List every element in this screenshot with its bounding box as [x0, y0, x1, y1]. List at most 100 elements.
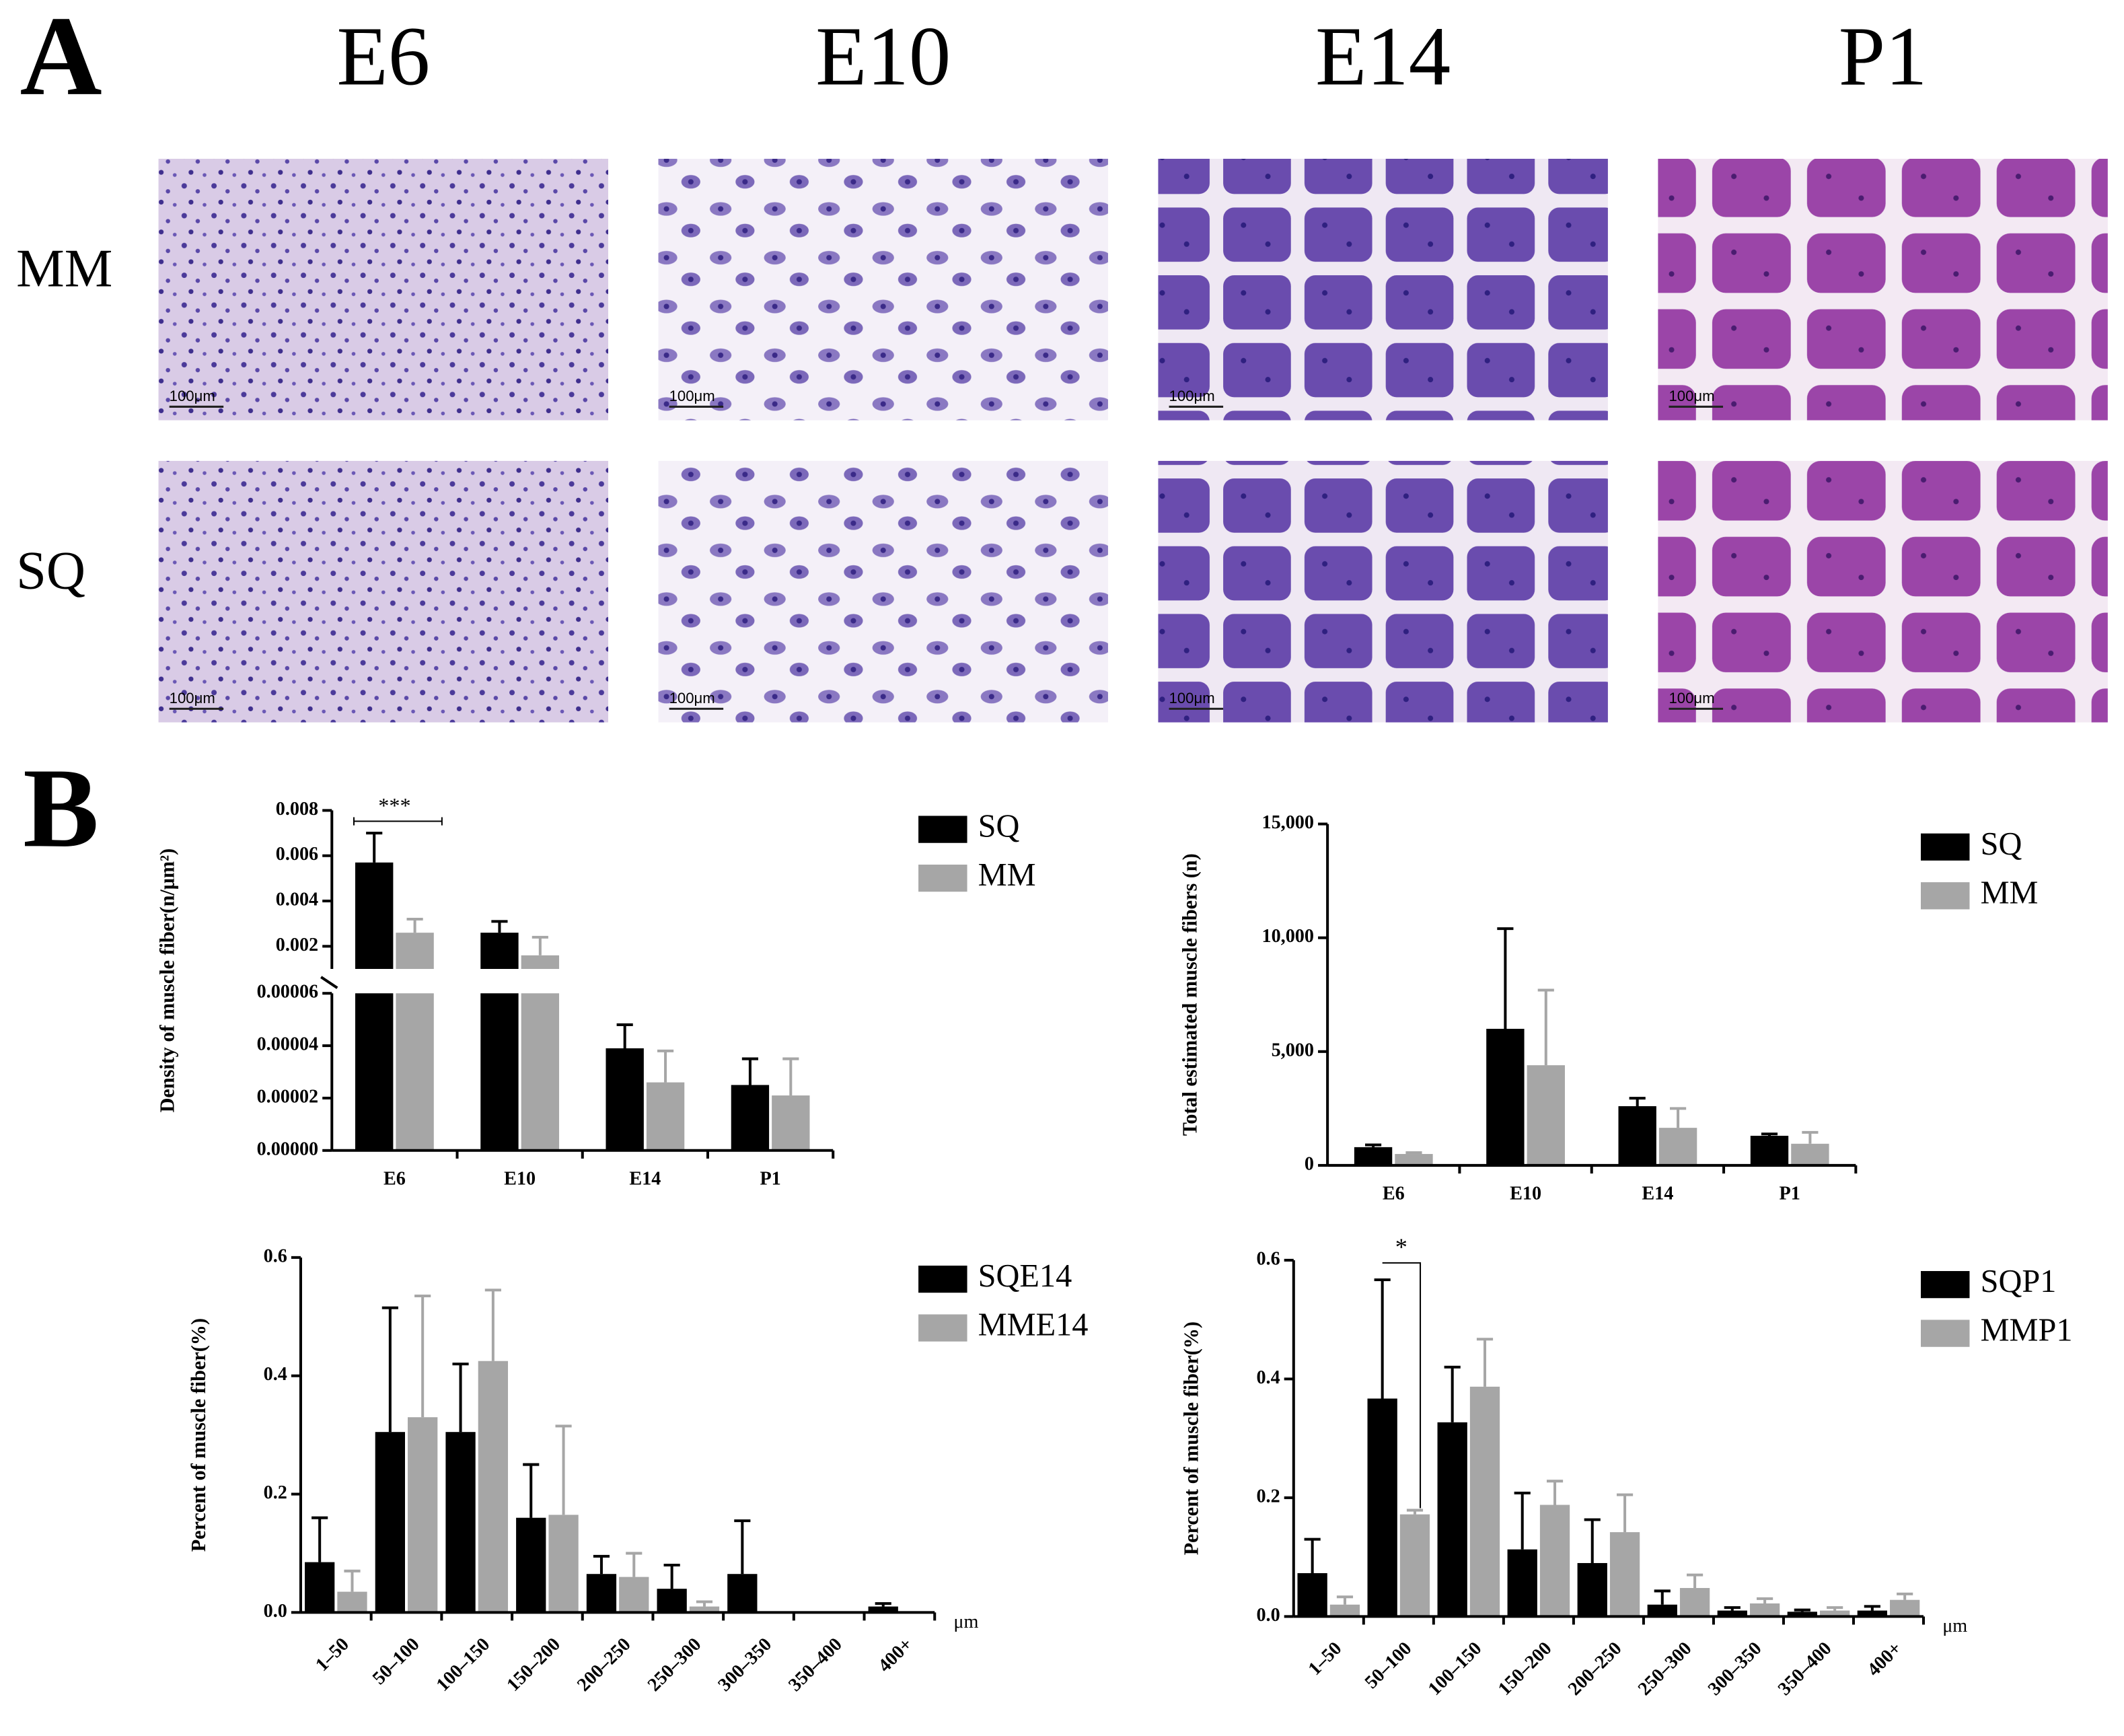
bar: [1791, 1143, 1829, 1165]
error-bar: [366, 832, 383, 863]
bar: [606, 1048, 644, 1151]
x-tick-label: P1: [760, 1169, 780, 1190]
significance-label: ***: [378, 793, 410, 818]
x-tick-label: E10: [504, 1169, 536, 1190]
legend-label: MM: [978, 857, 1036, 893]
bar: [1539, 1505, 1570, 1617]
y-tick-label: 0.6: [1256, 1248, 1280, 1269]
scale-bar-label: 100μm: [170, 388, 215, 404]
bar: [1679, 1588, 1710, 1617]
y-tick-label: 0.2: [264, 1482, 287, 1503]
error-bar: [1794, 1608, 1810, 1612]
bar: [1437, 1422, 1467, 1617]
bar: [1329, 1604, 1360, 1617]
y-tick-label: 0.0: [1256, 1605, 1280, 1626]
bar: [1717, 1610, 1747, 1617]
column-header: E10: [815, 11, 951, 104]
error-bar: [523, 1463, 540, 1518]
error-bar: [491, 920, 508, 933]
bar: [445, 1432, 476, 1613]
error-bar: [312, 1516, 328, 1562]
error-bar: [1670, 1107, 1687, 1128]
error-bar: [1584, 1518, 1601, 1563]
bar: [1577, 1562, 1607, 1617]
x-tick-label: 400+: [1863, 1638, 1905, 1680]
bar: [586, 1574, 617, 1613]
bar: [1486, 1028, 1525, 1165]
y-tick-label: 0.008: [276, 799, 318, 820]
bar: [1890, 1599, 1920, 1617]
y-tick-label: 0.006: [276, 844, 318, 865]
column-header: E6: [336, 11, 430, 104]
bar: [1647, 1604, 1677, 1617]
y-axis-label: Percent of muscle fiber(%): [1180, 1322, 1203, 1555]
error-bar: [1616, 1493, 1634, 1533]
bar: [305, 1562, 335, 1613]
error-bar: [782, 1057, 799, 1096]
legend-label: SQ: [978, 809, 1020, 844]
legend-swatch: [918, 1265, 967, 1293]
legend-swatch: [918, 1314, 967, 1342]
error-bar: [663, 1564, 680, 1589]
histology-image: [658, 158, 1108, 421]
bar: [1297, 1572, 1327, 1617]
scale-bar-label: 100μm: [1169, 690, 1215, 707]
bar: [1367, 1398, 1397, 1617]
bar: [478, 1361, 509, 1613]
error-bar: [414, 1294, 431, 1418]
bar: [689, 1606, 720, 1613]
bar: [1618, 1106, 1656, 1165]
bar: [868, 1606, 898, 1613]
bar: [1750, 1135, 1789, 1165]
bar: [1399, 1514, 1430, 1617]
error-bar: [1304, 1538, 1321, 1573]
bar: [337, 1591, 367, 1613]
bar: [1395, 1154, 1433, 1165]
histology-image: [1658, 460, 2108, 723]
x-tick-label: E6: [1383, 1184, 1405, 1204]
error-bar: [406, 917, 423, 933]
histology-image: [158, 158, 609, 421]
x-tick-label: 300–350: [1704, 1638, 1766, 1700]
x-unit: μm: [953, 1612, 978, 1632]
x-tick-label: 1–50: [312, 1634, 353, 1675]
scale-bar-label: 100μm: [669, 388, 715, 404]
bar: [1787, 1612, 1817, 1617]
error-bar: [555, 1424, 572, 1515]
legend-swatch: [918, 816, 967, 843]
error-bar: [626, 1552, 643, 1577]
significance-label: *: [1395, 1233, 1407, 1260]
x-tick-label: 50–100: [369, 1634, 424, 1689]
bar: [1857, 1610, 1887, 1617]
bar: [727, 1574, 758, 1613]
bar: [355, 862, 394, 1151]
y-axis-label: Density of muscle fiber(n/μm²): [156, 848, 179, 1113]
x-tick-label: 100–150: [433, 1634, 495, 1696]
bar: [1749, 1603, 1780, 1617]
error-bar: [1629, 1097, 1646, 1106]
legend-swatch: [1920, 882, 1970, 910]
y-tick-label: 0.00002: [257, 1086, 319, 1107]
histology-image: [1158, 460, 1608, 723]
error-bar: [657, 1049, 674, 1083]
error-bar: [532, 935, 548, 955]
error-bar: [1724, 1606, 1741, 1611]
x-tick-label: P1: [1780, 1184, 1800, 1204]
x-tick-label: 300–350: [714, 1634, 776, 1696]
scale-bar-label: 100μm: [669, 690, 715, 707]
error-bar: [741, 1057, 758, 1085]
x-tick-label: E14: [629, 1169, 661, 1190]
error-bar: [1514, 1491, 1531, 1550]
bar: [1354, 1147, 1393, 1165]
x-tick-label: E10: [1510, 1184, 1541, 1204]
error-bar: [1444, 1365, 1461, 1422]
error-bar: [1364, 1143, 1382, 1147]
error-bar: [1374, 1278, 1391, 1399]
y-tick-label: 0: [1305, 1153, 1314, 1174]
x-tick-label: 1–50: [1305, 1638, 1346, 1679]
bar: [396, 933, 434, 1151]
legend-label: MM: [1981, 875, 2039, 910]
bar: [1469, 1386, 1500, 1617]
x-tick-label: E14: [1642, 1184, 1673, 1204]
